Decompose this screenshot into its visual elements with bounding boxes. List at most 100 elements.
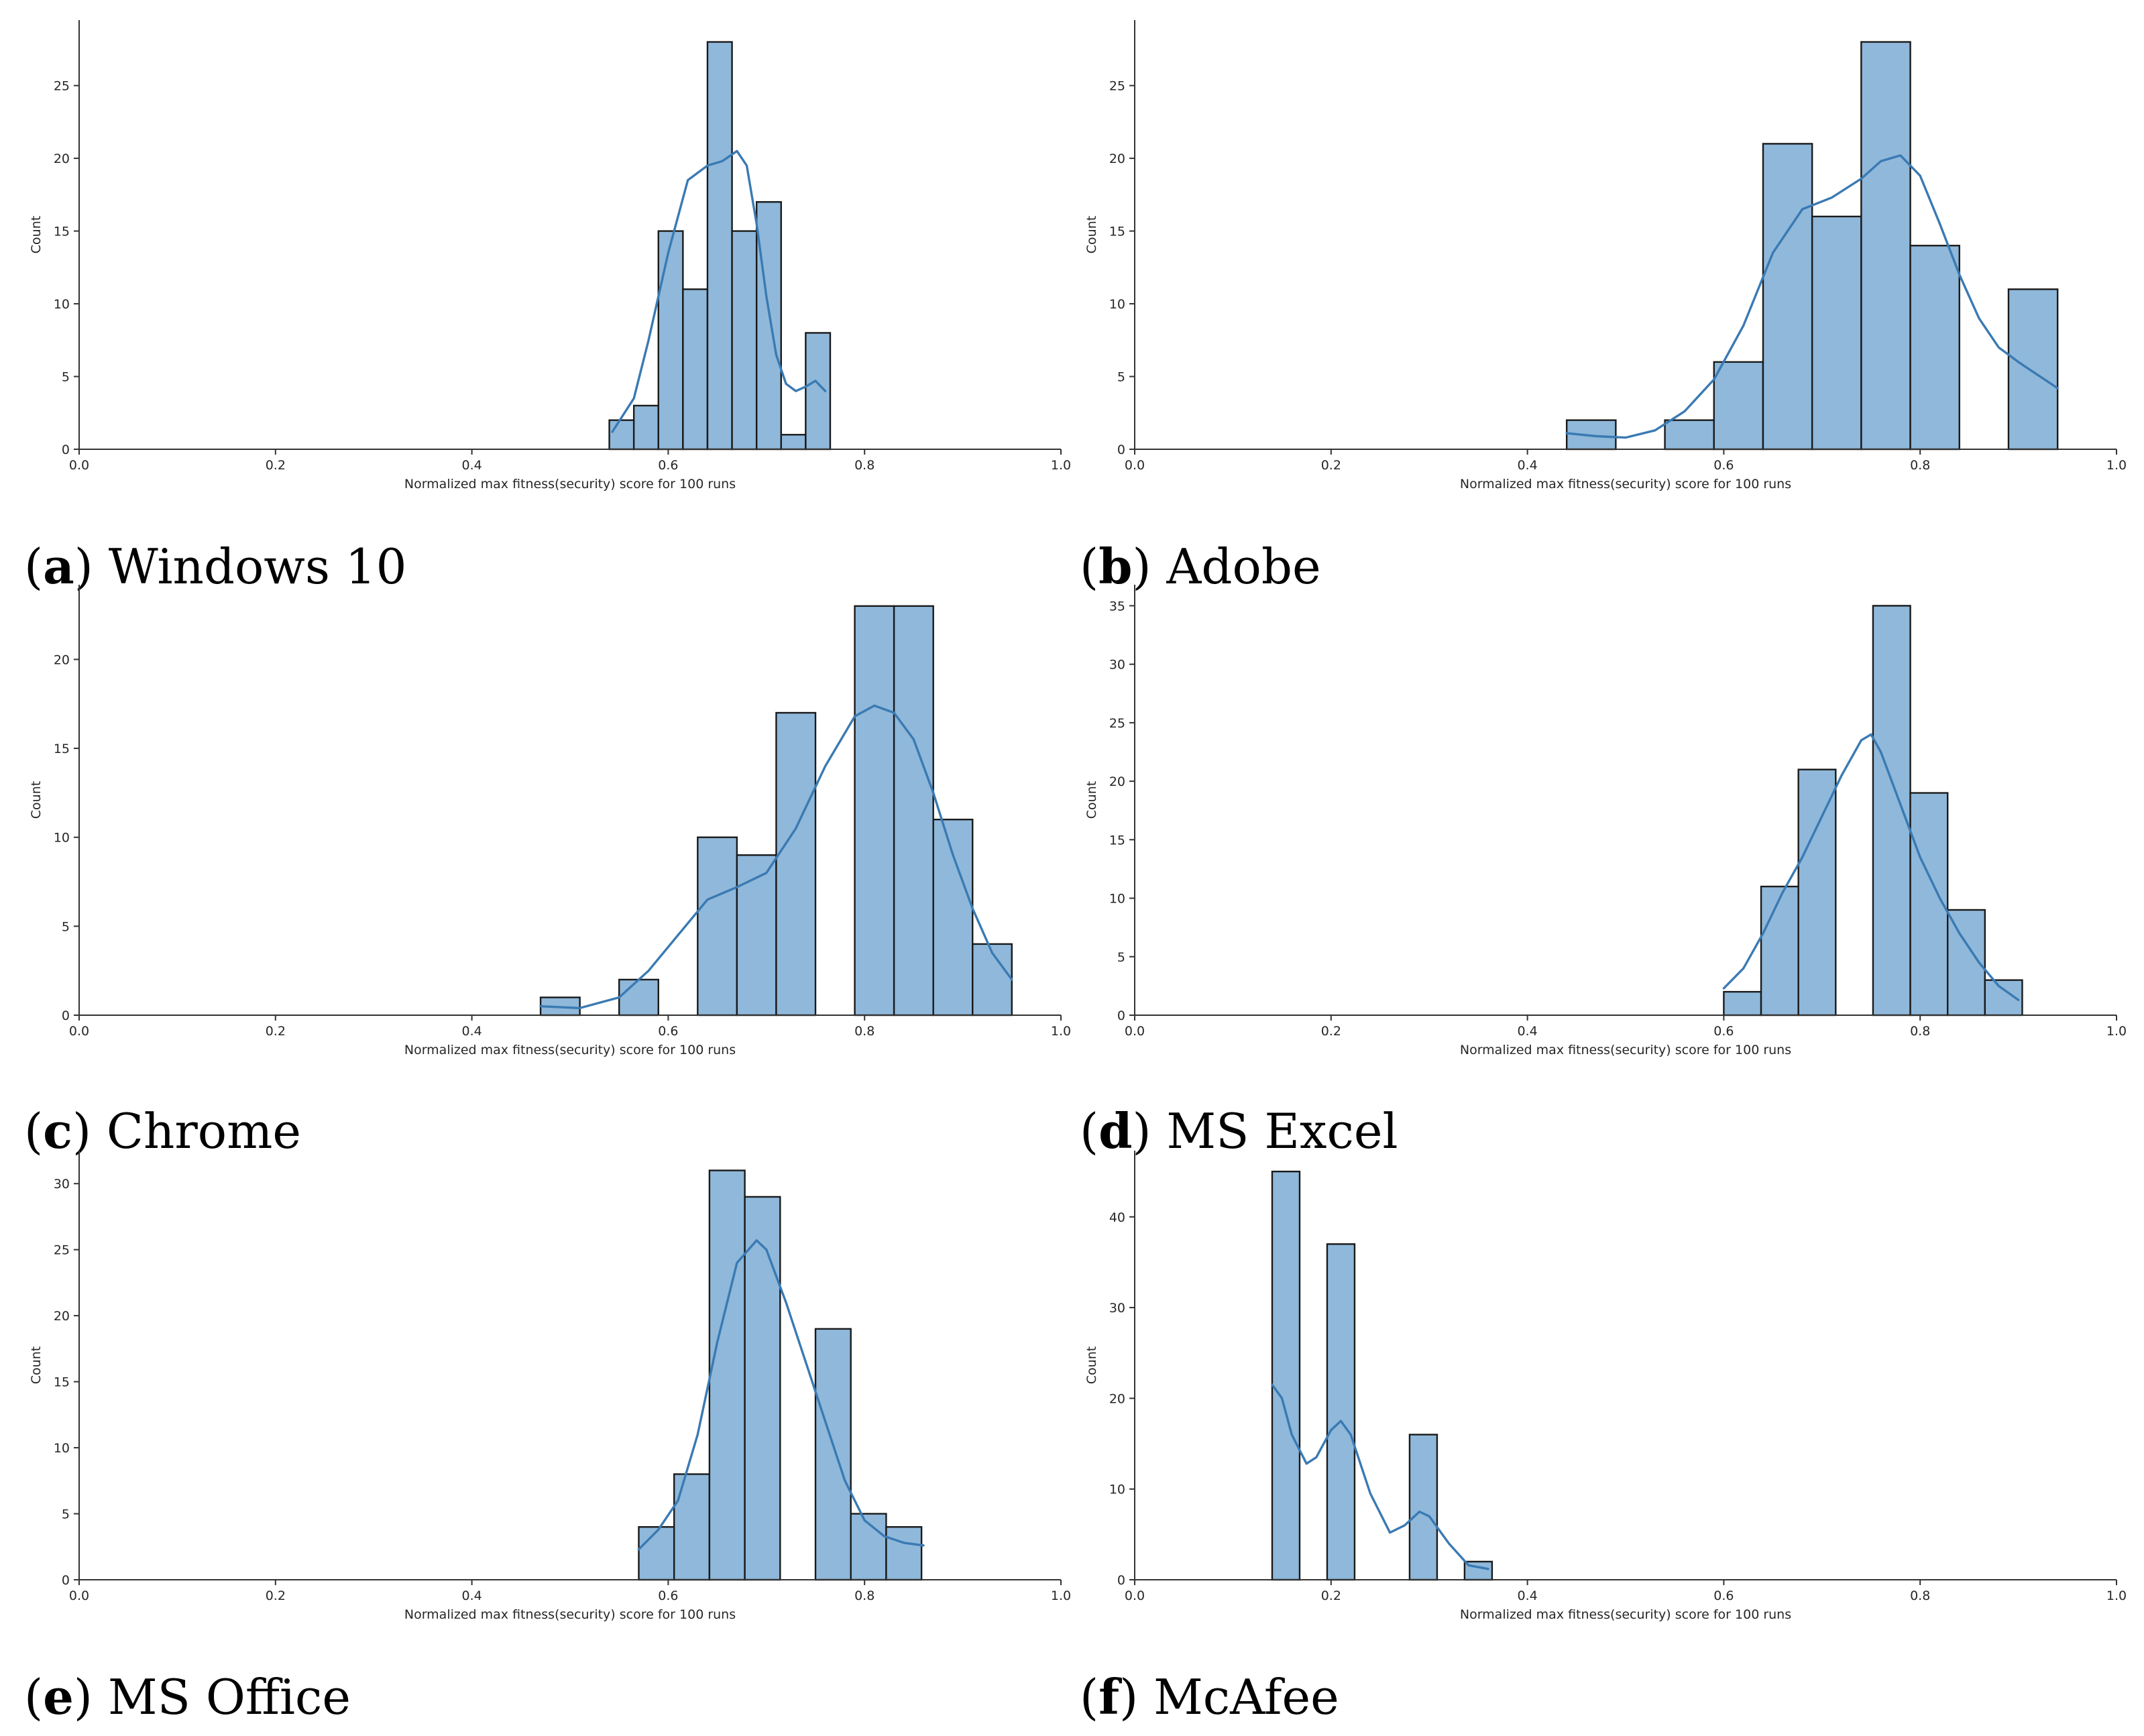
x-tick-label: 0.6: [658, 1588, 678, 1603]
y-tick-label: 10: [54, 297, 70, 312]
panel-b: 0.0 0.2 0.4 0.6 0.8 1.0 0 5 10 15 20 25 Normalized m…: [1080, 20, 2127, 595]
y-tick-label: 30: [1109, 1301, 1125, 1316]
panel-d: 0.0 0.2 0.4 0.6 0.8 1.0 0 5 10 15 20 25 30 35 Normaliz…: [1080, 585, 2127, 1159]
y-tick-label: 25: [1109, 79, 1125, 94]
y-axis-label: Count: [1084, 216, 1099, 253]
x-axis-label: Normalized max fitness(security) score f…: [404, 1043, 736, 1057]
panel-f: 0.0 0.2 0.4 0.6 0.8 1.0 0 10 20 30 40 Normalized ma…: [1080, 1151, 2127, 1725]
histogram-bar: [1326, 1243, 1356, 1581]
x-axis-label: Normalized max fitness(security) score f…: [1460, 1043, 1791, 1057]
caption-label: e: [43, 1668, 74, 1725]
histogram-bar: [1762, 143, 1813, 451]
kde-curve: [539, 704, 1013, 1010]
histogram-bar: [1872, 605, 1911, 1017]
histogram-bar: [632, 404, 659, 451]
histogram-bar: [1797, 768, 1837, 1017]
kde-curve: [1271, 1383, 1489, 1570]
x-axis-label: Normalized max fitness(security) score f…: [1460, 477, 1791, 491]
y-tick-label: 25: [54, 1243, 70, 1258]
x-tick-label: 0.2: [1321, 458, 1341, 473]
histogram-bar: [682, 288, 709, 451]
panel-caption: (c) Chrome: [24, 1102, 301, 1159]
y-tick-label: 20: [1109, 1391, 1125, 1406]
x-tick-label: 0.6: [1713, 1024, 1734, 1039]
histogram-bar: [657, 230, 684, 451]
y-tick-label: 20: [1109, 774, 1125, 789]
kde-curve: [1722, 733, 2020, 1001]
histogram-bar: [1664, 419, 1715, 451]
y-tick-label: 15: [1109, 225, 1125, 239]
y-tick-label: 5: [1117, 950, 1125, 965]
y-axis-label: Count: [29, 781, 44, 819]
y-tick-label: 25: [1109, 716, 1125, 731]
x-tick-label: 0.0: [69, 1588, 89, 1603]
histogram-bar: [1271, 1170, 1301, 1581]
y-tick-label: 25: [54, 79, 70, 94]
y-tick-label: 0: [62, 1573, 70, 1588]
y-tick-label: 15: [1109, 833, 1125, 848]
panel-caption: (d) MS Excel: [1080, 1102, 1398, 1159]
x-tick-label: 0.0: [69, 1024, 89, 1039]
y-tick-label: 5: [62, 919, 70, 934]
x-tick-label: 0.6: [1713, 1588, 1734, 1603]
x-tick-label: 0.6: [1713, 458, 1734, 473]
y-tick-label: 10: [1109, 1483, 1125, 1497]
x-tick-label: 0.2: [1321, 1588, 1341, 1603]
histogram-bar: [618, 978, 659, 1017]
y-tick-label: 0: [1117, 1573, 1125, 1588]
histogram-bar: [780, 434, 807, 451]
x-tick-label: 0.2: [266, 458, 286, 473]
y-tick-label: 0: [1117, 443, 1125, 457]
x-tick-label: 0.0: [1125, 1588, 1145, 1603]
histogram-bar: [2007, 288, 2059, 451]
y-tick-label: 5: [1117, 370, 1125, 385]
panel-caption: (f) McAfee: [1080, 1668, 1339, 1725]
y-tick-label: 0: [1117, 1008, 1125, 1023]
x-tick-label: 0.0: [1125, 458, 1145, 473]
histogram-bar: [885, 1526, 923, 1581]
caption-label: c: [43, 1102, 72, 1159]
x-tick-label: 0.4: [1517, 458, 1537, 473]
histogram-bar: [775, 711, 817, 1017]
y-tick-label: 40: [1109, 1210, 1125, 1225]
y-tick-label: 35: [1109, 599, 1125, 614]
y-tick-label: 15: [54, 742, 70, 756]
y-axis-label: Count: [29, 216, 44, 253]
x-axis-label: Normalized max fitness(security) score f…: [1460, 1607, 1791, 1622]
x-tick-label: 0.2: [1321, 1024, 1341, 1039]
histogram-bar: [1408, 1434, 1438, 1581]
panel-caption: (b) Adobe: [1080, 538, 1321, 595]
panel-caption: (a) Windows 10: [24, 538, 406, 595]
x-tick-label: 0.0: [69, 458, 89, 473]
histogram-bar: [1760, 885, 1799, 1017]
histogram-bar: [755, 200, 782, 451]
histogram-bar: [932, 818, 974, 1017]
histogram-bar: [708, 1169, 746, 1581]
histogram-bar: [805, 332, 832, 451]
x-tick-label: 1.0: [2106, 1588, 2127, 1603]
x-tick-label: 1.0: [2106, 458, 2127, 473]
y-tick-label: 0: [62, 443, 70, 457]
y-axis-label: Count: [1084, 1346, 1099, 1384]
histogram-bar: [697, 836, 738, 1017]
kde-curve: [637, 1239, 925, 1551]
histogram-bar: [1713, 361, 1764, 451]
caption-title: MS Office: [108, 1669, 351, 1725]
caption-title: MS Excel: [1166, 1103, 1398, 1159]
y-tick-label: 15: [54, 1375, 70, 1390]
x-tick-label: 1.0: [1051, 458, 1071, 473]
histogram-bar: [1909, 792, 1949, 1017]
histogram-bar: [893, 605, 934, 1017]
x-axis-label: Normalized max fitness(security) score f…: [404, 1607, 736, 1622]
x-tick-label: 0.2: [266, 1024, 286, 1039]
x-tick-label: 0.8: [854, 1588, 874, 1603]
x-tick-label: 1.0: [1051, 1024, 1071, 1039]
histogram-bar: [814, 1328, 852, 1581]
x-tick-label: 0.0: [1125, 1024, 1145, 1039]
panel-a: 0.0 0.2 0.4 0.6 0.8 1.0 0 5 10 15 20 25 Normalized m…: [24, 20, 1071, 595]
y-tick-label: 10: [54, 831, 70, 846]
caption-label: a: [43, 538, 74, 595]
histogram-bar: [744, 1196, 781, 1581]
x-axis-label: Normalized max fitness(security) score f…: [404, 477, 736, 491]
